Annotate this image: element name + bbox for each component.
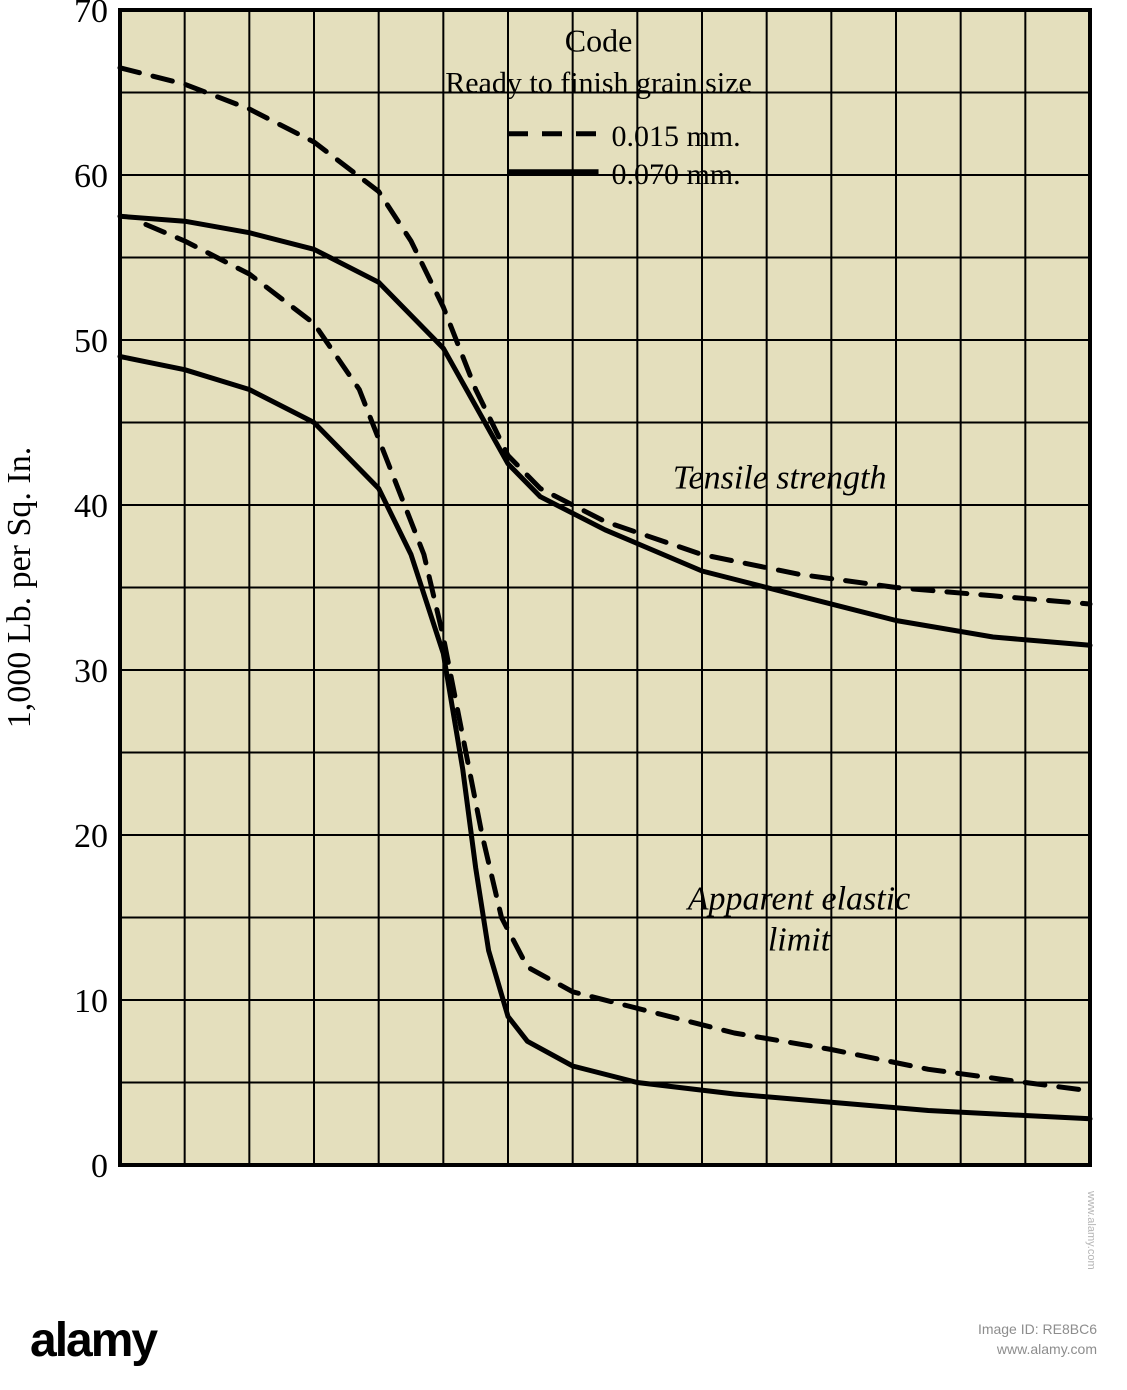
alamy-image-id: Image ID: RE8BC6 (978, 1320, 1097, 1340)
chart: 0 10 20 30 40 50 60 70 1,000 Lb. per Sq. In. Code… (0, 0, 1127, 1200)
watermark-side-url: www.alamy.com (1085, 1191, 1097, 1270)
y-tick-label: 0 (91, 1148, 108, 1185)
alamy-logo: alamy (30, 1313, 156, 1368)
y-tick-label: 30 (74, 653, 108, 690)
legend-label-1: 0.070 mm. (611, 158, 740, 191)
alamy-url: www.alamy.com (978, 1340, 1097, 1360)
legend-subtitle: Ready to finish grain size (445, 67, 752, 100)
legend-title: Code (565, 22, 633, 58)
y-tick-label: 10 (74, 983, 108, 1020)
chart-svg: 0 10 20 30 40 50 60 70 1,000 Lb. per Sq. In. Code… (0, 0, 1127, 1200)
annotation-2: limit (768, 922, 832, 959)
y-axis-label: 1,000 Lb. per Sq. In. (1, 447, 38, 728)
y-tick-label: 20 (74, 818, 108, 855)
watermark-side: www.alamy.com (1085, 1191, 1097, 1270)
annotation-1: Apparent elastic (686, 880, 911, 917)
y-tick-label: 70 (74, 0, 108, 30)
y-tick-label: 50 (74, 323, 108, 360)
annotation-0: Tensile strength (673, 460, 887, 497)
legend-label-0: 0.015 mm. (611, 120, 740, 153)
page: 0 10 20 30 40 50 60 70 1,000 Lb. per Sq. In. Code… (0, 0, 1127, 1390)
watermark-bar: alamy Image ID: RE8BC6 www.alamy.com (0, 1290, 1127, 1390)
y-tick-label: 60 (74, 158, 108, 195)
alamy-meta: Image ID: RE8BC6 www.alamy.com (978, 1320, 1097, 1359)
y-tick-label: 40 (74, 488, 108, 525)
